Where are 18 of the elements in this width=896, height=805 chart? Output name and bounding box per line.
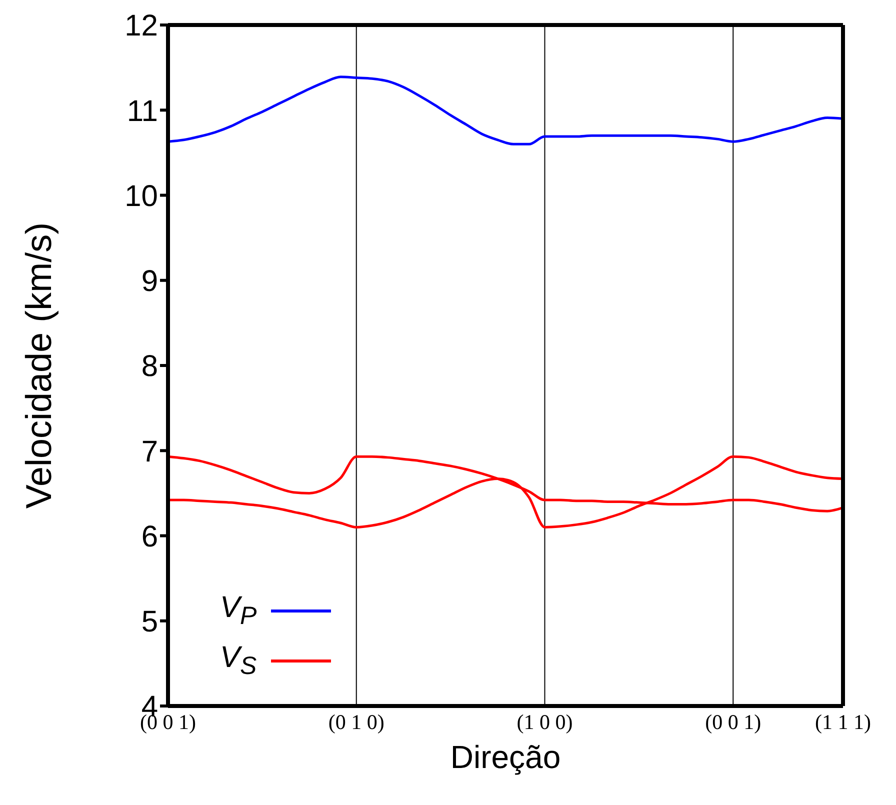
legend-label: V$_{S}$ xyxy=(220,641,257,681)
y-tick-label: 6 xyxy=(141,520,158,554)
y-tick-label: 7 xyxy=(141,435,158,468)
x-tick-label: (1 1 1) xyxy=(815,710,871,734)
x-tick-label: (0 1 0) xyxy=(328,710,384,734)
y-axis-title: Velocidade (km/s) xyxy=(18,222,59,509)
y-tick-label: 8 xyxy=(141,350,158,384)
y-tick-label: 9 xyxy=(141,265,158,298)
y-tick-label: 12 xyxy=(124,10,158,43)
legend-label: V$_{P}$ xyxy=(220,591,257,631)
y-tick-label: 10 xyxy=(124,180,158,213)
y-tick-label: 5 xyxy=(141,606,158,639)
x-tick-label: (1 0 0) xyxy=(516,710,573,734)
y-tick-label: 11 xyxy=(126,94,158,128)
line-series xyxy=(168,76,843,146)
x-axis-title: Direção xyxy=(450,739,561,775)
x-tick-label: (0 0 1) xyxy=(705,710,762,734)
line-series xyxy=(168,455,843,528)
